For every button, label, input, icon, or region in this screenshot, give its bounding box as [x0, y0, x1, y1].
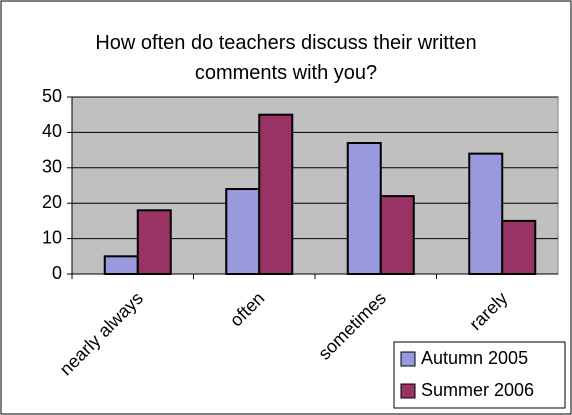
chart-title: How often do teachers discuss their writ…: [95, 32, 477, 84]
bar: [258, 113, 294, 275]
y-tick-label: 30: [42, 157, 62, 177]
bar: [225, 188, 261, 275]
bar: [346, 142, 382, 275]
y-tick-label: 10: [42, 227, 62, 247]
bar: [103, 255, 139, 275]
legend-swatch: [400, 351, 416, 367]
y-tick-label: 40: [42, 121, 62, 141]
bar: [379, 195, 415, 275]
y-tick-label: 50: [42, 86, 62, 106]
legend-swatch: [400, 383, 416, 399]
y-tick-label: 0: [52, 263, 62, 283]
bar: [501, 219, 537, 275]
y-tick-label: 20: [42, 192, 62, 212]
bar: [468, 152, 504, 275]
legend-box: [393, 341, 566, 409]
bar: [136, 209, 172, 275]
legend-label: Autumn 2005: [421, 348, 528, 368]
legend-label: Summer 2006: [421, 380, 534, 400]
